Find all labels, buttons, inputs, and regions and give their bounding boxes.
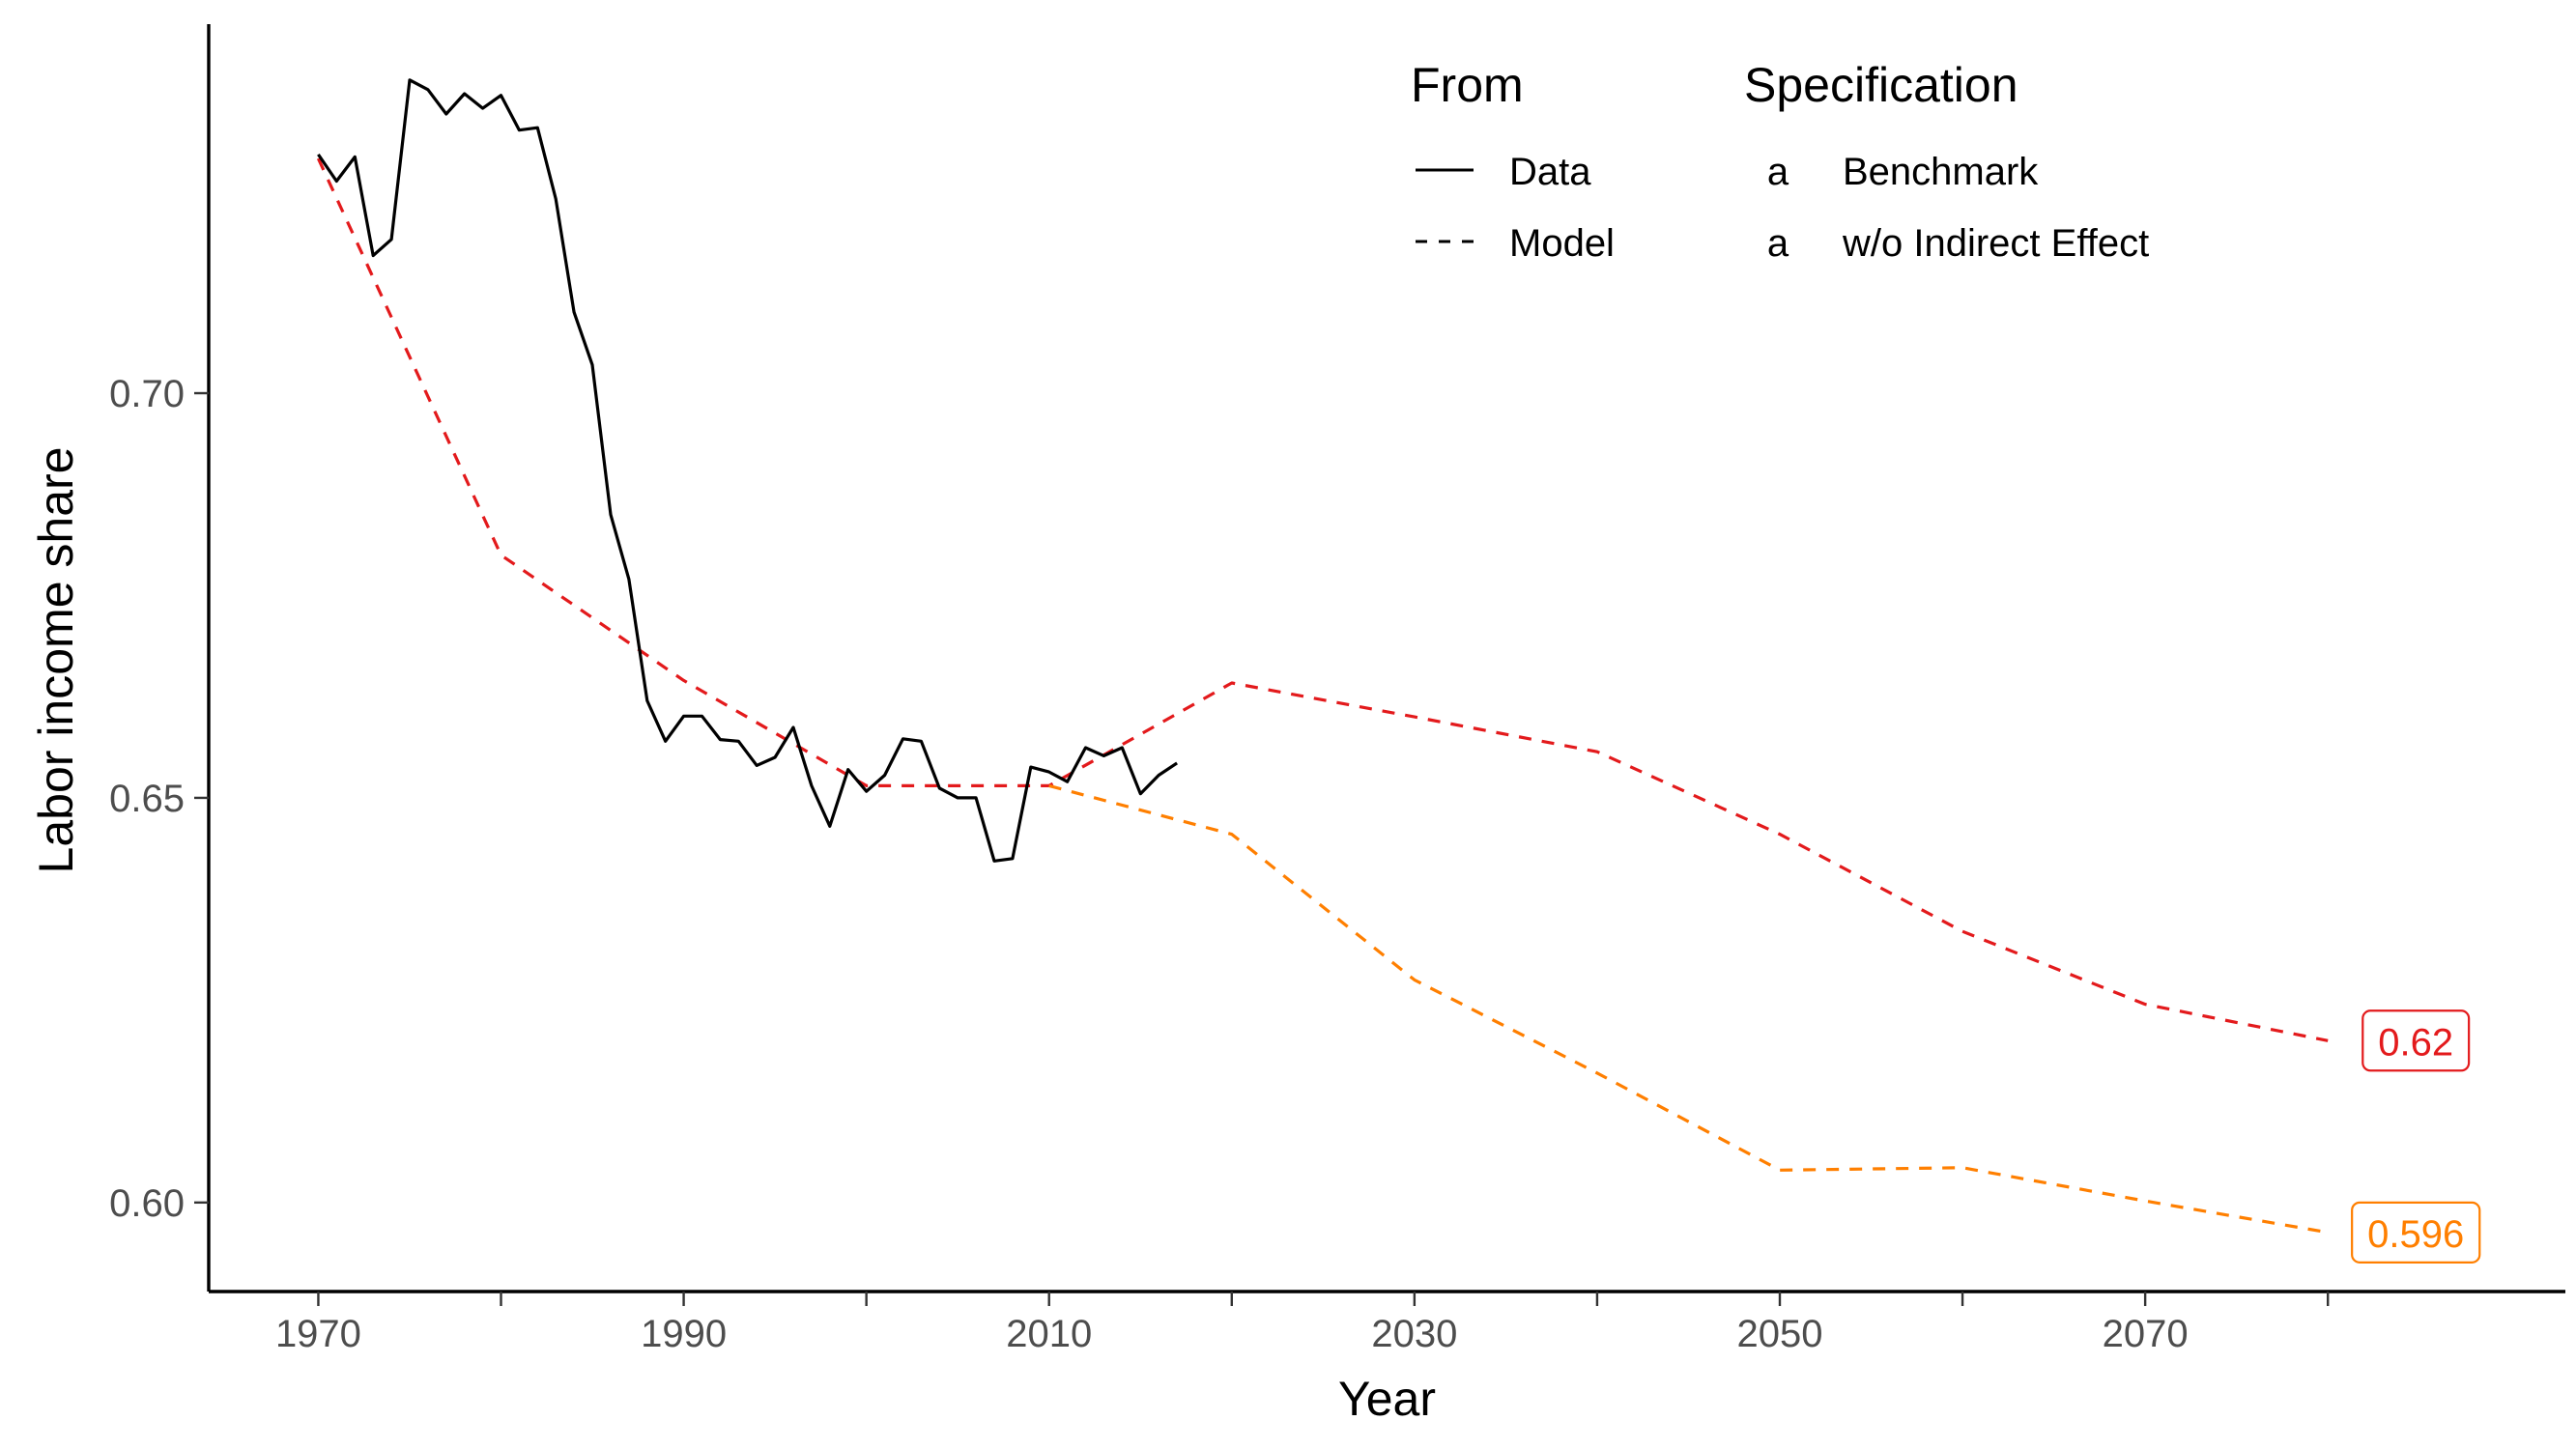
y-axis-title: Labor income share: [29, 447, 83, 874]
end-label-box-benchmark: [2361, 1009, 2471, 1072]
legend-key-benchmark: a: [1767, 151, 1789, 193]
series-line-benchmark: [316, 157, 2329, 1042]
series-line-w-o-indirect-effect: [1048, 783, 2329, 1235]
x-tick-label-2010: 2010: [1006, 1313, 1092, 1355]
plot-marks: 0.62 0.596: [316, 78, 2481, 1264]
end-label-box-w-o-indirect-effect: [2351, 1201, 2481, 1264]
end-label-w-o-indirect-effect: 0.596: [2351, 1201, 2481, 1264]
axes: 1970 1990 2010 2030 2050 2070 0.60 0.65 0.70: [109, 24, 2565, 1355]
legend-label-indirect-effect: w/o Indirect Effect: [1842, 222, 2149, 265]
x-tick-label-1990: 1990: [641, 1313, 727, 1355]
y-tick-label-1: 0.65: [109, 778, 185, 820]
legend-key-indirect-effect: a: [1767, 222, 1789, 265]
y-tick-label-2: 0.70: [109, 373, 185, 415]
x-tick-label-2030: 2030: [1371, 1313, 1457, 1355]
x-axis-title: Year: [1338, 1372, 1436, 1426]
x-tick-label-2070: 2070: [2103, 1313, 2189, 1355]
end-label-text-w-o-indirect-effect: 0.596: [2367, 1213, 2464, 1256]
legend: From Specification Data Model a a Benchm…: [1411, 58, 2149, 265]
legend-title-from: From: [1411, 58, 1524, 112]
y-tick-label-0: 0.60: [109, 1182, 185, 1225]
x-tick-label-2050: 2050: [1737, 1313, 1823, 1355]
series-line-data: [317, 78, 1178, 863]
x-tick-label-1970: 1970: [275, 1313, 361, 1355]
legend-label-benchmark: Benchmark: [1843, 151, 2039, 193]
legend-label-model: Model: [1509, 222, 1615, 265]
legend-title-specification: Specification: [1744, 58, 2018, 112]
end-label-benchmark: 0.62: [2361, 1009, 2471, 1072]
legend-label-data: Data: [1509, 151, 1591, 193]
end-label-text-benchmark: 0.62: [2378, 1021, 2453, 1064]
